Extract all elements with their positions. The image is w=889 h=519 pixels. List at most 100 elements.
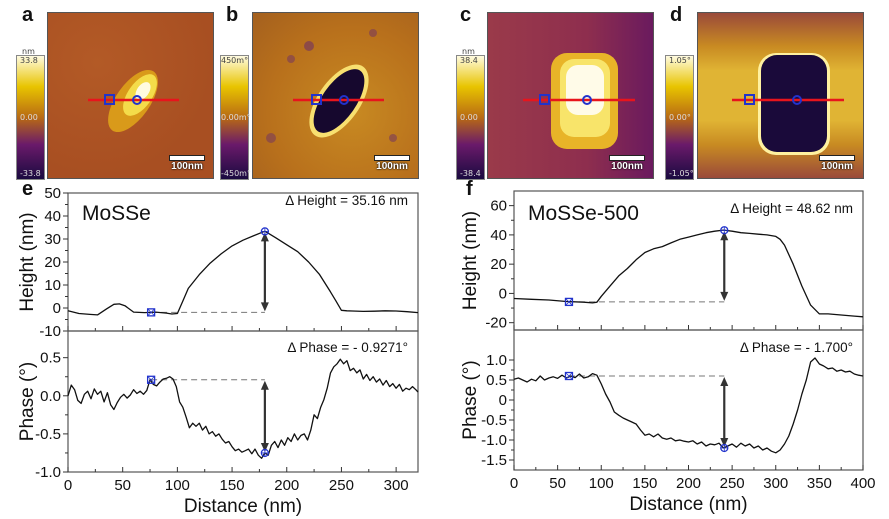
- y-tick-label: -0.5: [481, 412, 507, 429]
- panel-letter-d: d: [670, 4, 683, 26]
- end-marker-b: [339, 95, 349, 105]
- end-marker-a: [132, 95, 142, 105]
- scalebar-c: 100nm: [609, 155, 645, 172]
- colorbar-a-min: -33.8: [20, 169, 41, 178]
- x-tick-label: 100: [165, 477, 190, 494]
- delta-arrow-head-top: [260, 380, 269, 390]
- start-marker: [146, 375, 156, 384]
- colorbar-a-max: 33.8: [20, 56, 38, 65]
- x-tick-label: 0: [64, 477, 72, 494]
- colorbar-c-max: 38.4: [460, 56, 478, 65]
- y-tick-label: -20: [485, 315, 507, 332]
- y-tick-label: -0.5: [35, 426, 61, 443]
- colorbar-c-mid: 0.00: [460, 113, 478, 122]
- colorbar-b-min: -450m°: [221, 169, 251, 178]
- colorbar-b-max: 450m°: [221, 56, 249, 65]
- x-tick-label: 250: [720, 475, 745, 492]
- y-axis-label: Height (nm): [460, 211, 481, 310]
- colorbar-d-mid: 0.00°: [669, 113, 691, 122]
- y-tick-label: -1.5: [481, 452, 507, 469]
- end-marker-c: [582, 95, 592, 105]
- colorbar-b-mid: 0.00m°: [221, 113, 251, 122]
- delta-annotation: Δ Height = 35.16 nm: [285, 193, 408, 208]
- start-marker-cross: [147, 309, 155, 316]
- afm-image-a-height: 100nm: [47, 12, 214, 179]
- y-axis-label: Height (nm): [17, 212, 38, 311]
- y-axis-label: Phase (°): [17, 362, 38, 441]
- scalebar-a: 100nm: [169, 155, 205, 172]
- delta-annotation: Δ Height = 48.62 nm: [730, 201, 853, 216]
- y-tick-label: 1.0: [486, 352, 507, 369]
- start-marker-c: [539, 94, 550, 105]
- y-tick-label: -1.0: [35, 464, 61, 481]
- chart-f-height: -20 0 20 40 60 Height (nm) MoSSe-500 Δ Height =…: [460, 190, 864, 332]
- delta-arrow-head-top: [260, 232, 269, 242]
- colorbar-c-min: -38.4: [460, 169, 481, 178]
- end-marker-d: [792, 95, 802, 105]
- x-tick-label: 200: [676, 475, 701, 492]
- y-tick-label: 20: [490, 256, 507, 273]
- colorbar-c-unit: nm: [462, 47, 475, 56]
- chart-f-phase: -1.5 -1.0 -0.5 0 0.5 1.0 0 50 100 150 200 250 300 350…: [460, 329, 876, 515]
- afm-image-d-phase: 100nm: [697, 12, 864, 179]
- x-axis-label: Distance (nm): [629, 494, 747, 515]
- chart-e-height: -10 0 10 20 30 40 50 Height (nm) MoSSe Δ Height =…: [17, 185, 419, 340]
- y-tick-label: 0.5: [40, 350, 61, 367]
- delta-arrow-head-bottom: [720, 291, 729, 301]
- start-marker: [564, 371, 574, 381]
- x-tick-label: 50: [114, 477, 131, 494]
- delta-arrow-head-top: [720, 377, 729, 386]
- plot-frame: [67, 330, 419, 473]
- x-tick-label: 400: [850, 475, 875, 492]
- afm-b-features: [266, 29, 397, 143]
- x-axis-label: Distance (nm): [184, 496, 302, 517]
- start-marker-d: [744, 94, 755, 105]
- delta-arrow-head-bottom: [260, 302, 269, 312]
- colorbar-c: [456, 55, 485, 180]
- start-marker-a: [104, 94, 115, 105]
- y-tick-label: 60: [490, 198, 507, 215]
- x-tick-label: 100: [589, 475, 614, 492]
- end-marker-cross: [720, 444, 728, 452]
- particle-a-peak: [135, 82, 151, 100]
- afm-image-c-height: 100nm: [487, 12, 654, 179]
- start-marker: [564, 297, 574, 307]
- y-tick-label: 20: [44, 254, 61, 271]
- profile-curve: [67, 358, 419, 459]
- x-tick-label: 150: [632, 475, 657, 492]
- y-tick-label: 0.0: [40, 388, 61, 405]
- start-marker-b: [311, 94, 322, 105]
- x-tick-label: 150: [220, 477, 245, 494]
- profile-curve: [513, 229, 864, 318]
- start-marker-cross: [565, 298, 573, 306]
- end-marker-cross: [261, 449, 269, 457]
- x-tick-label: 0: [510, 475, 518, 492]
- colorbar-d-max: 1.05°: [669, 56, 691, 65]
- chart-e-phase: -1.0 -0.5 0.0 0.5 0 50 100 150 200 250 300 Phase (°…: [17, 330, 419, 517]
- x-tick-label: 50: [549, 475, 566, 492]
- y-tick-label: 40: [44, 208, 61, 225]
- delta-arrow-head-top: [720, 231, 729, 241]
- x-tick-label: 250: [329, 477, 354, 494]
- delta-annotation: Δ Phase = - 1.700°: [740, 340, 853, 355]
- end-marker-cross: [720, 226, 728, 234]
- scalebar-d: 100nm: [819, 155, 855, 172]
- start-marker-cross: [565, 372, 573, 380]
- colorbar-a: [16, 55, 45, 180]
- delta-arrow-head-bottom: [260, 442, 269, 452]
- scalebar-b: 100nm: [374, 155, 410, 172]
- sample-title: MoSSe: [82, 202, 151, 225]
- afm-image-b-phase: 100nm: [252, 12, 419, 179]
- y-tick-label: -1.0: [481, 432, 507, 449]
- y-tick-label: 0.5: [486, 372, 507, 389]
- y-tick-label: 50: [44, 185, 61, 202]
- panel-letter-c: c: [460, 4, 472, 26]
- y-tick-label: 10: [44, 277, 61, 294]
- y-tick-label: 0: [53, 300, 61, 317]
- y-tick-label: 30: [44, 231, 61, 248]
- x-tick-label: 200: [274, 477, 299, 494]
- y-tick-label: 0: [499, 392, 507, 409]
- x-tick-label: 350: [807, 475, 832, 492]
- afm-a-features: [88, 69, 179, 133]
